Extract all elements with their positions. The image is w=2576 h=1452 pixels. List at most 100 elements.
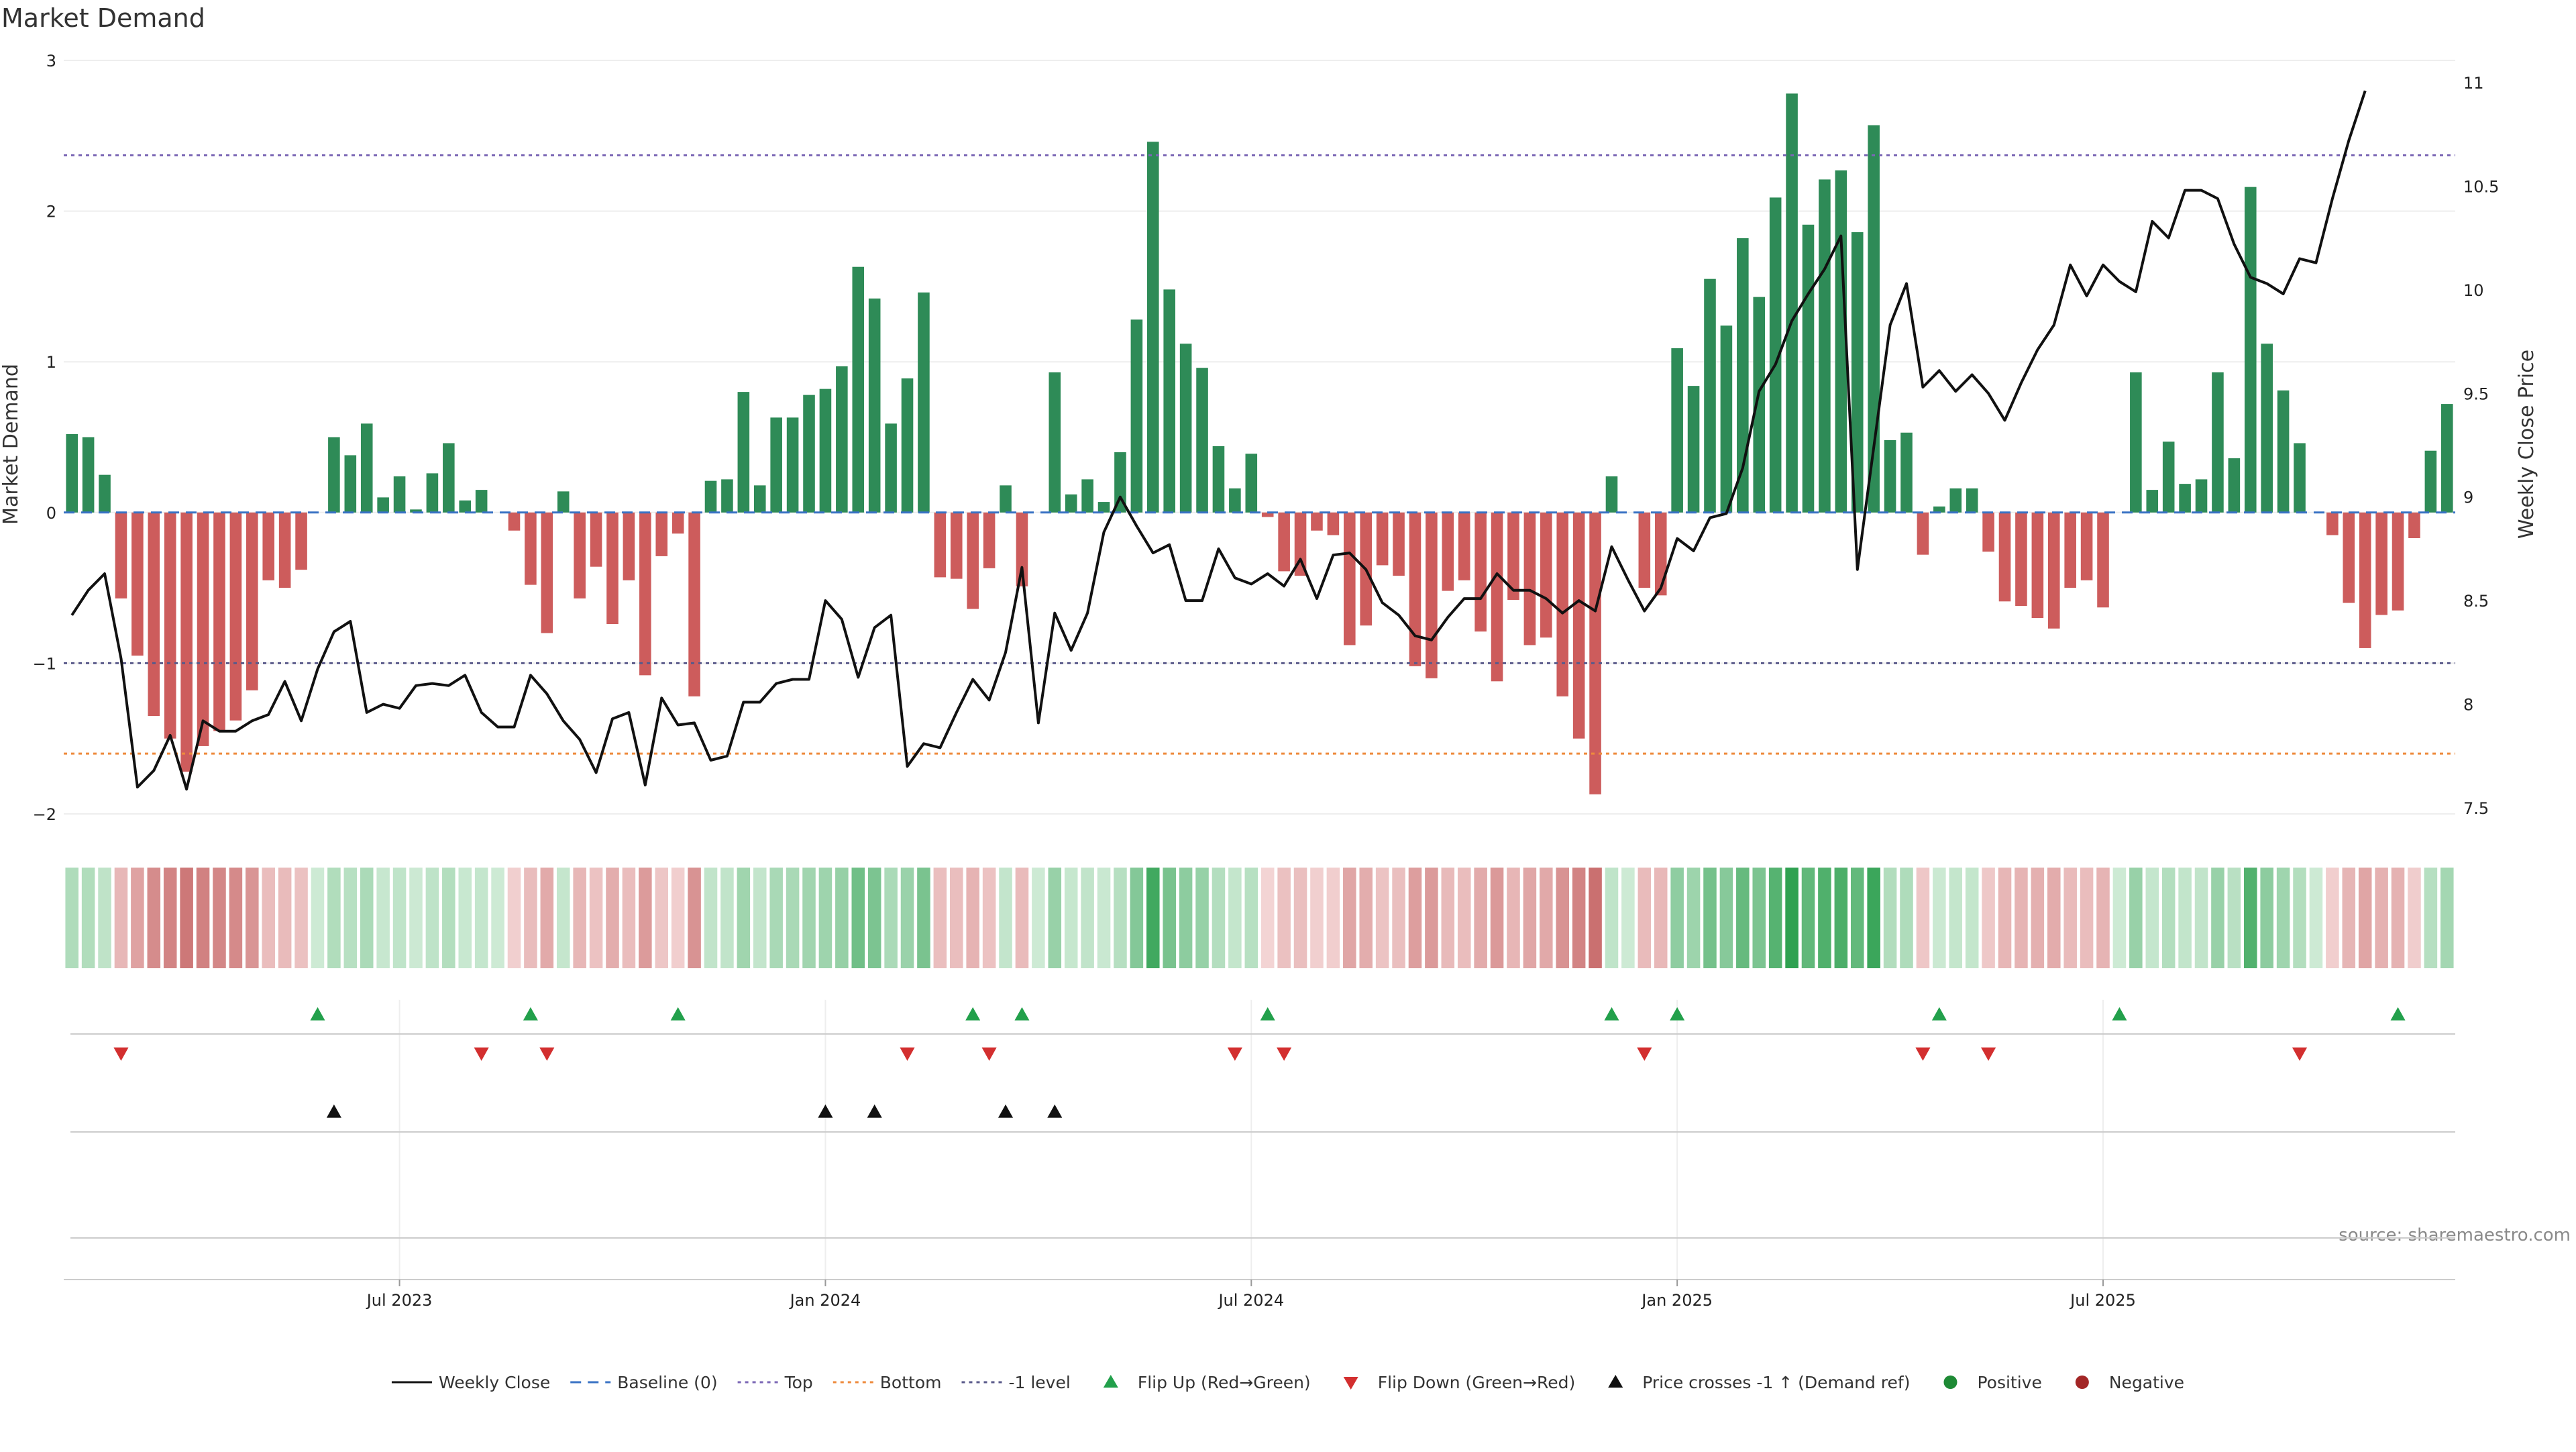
strip-cell <box>1507 868 1520 968</box>
strip-cell <box>1244 868 1258 968</box>
flip-up-marker <box>2112 1007 2127 1021</box>
strip-cell <box>1064 868 1078 968</box>
right-axis-title: Weekly Close Price <box>2515 350 2538 539</box>
bar-positive <box>786 417 799 513</box>
bar-positive <box>737 392 750 513</box>
flip-up-marker <box>1931 1007 1947 1021</box>
bar-positive <box>1196 368 1208 513</box>
gridlines <box>64 60 2455 1282</box>
bar-positive <box>868 298 881 513</box>
bar-negative <box>1016 512 1028 586</box>
bar-positive <box>557 491 570 513</box>
legend-symbol-flip-down <box>1343 1377 1358 1390</box>
left-tick-label: 3 <box>46 52 56 70</box>
bar-positive <box>1146 142 1159 513</box>
bar-positive <box>1687 386 1700 513</box>
bar-positive <box>1114 452 1126 513</box>
legend-label-bottom: Bottom <box>880 1373 942 1392</box>
strip-cell <box>1375 868 1389 968</box>
legend-label-top: Top <box>784 1373 813 1392</box>
flip-down-marker <box>900 1047 915 1061</box>
bar-negative <box>1982 512 1994 552</box>
flip-down-marker <box>539 1047 555 1061</box>
bar-negative <box>1474 512 1487 632</box>
bar-positive <box>328 437 340 513</box>
strip-cell <box>409 868 423 968</box>
strip-cell <box>474 868 488 968</box>
strip-cell <box>2391 868 2405 968</box>
bar-negative <box>967 512 979 609</box>
strip-cell <box>278 868 292 968</box>
left-axis-title: Market Demand <box>0 364 23 525</box>
legend-label-flip-up: Flip Up (Red→Green) <box>1138 1373 1311 1392</box>
bar-positive <box>2441 404 2453 513</box>
bar-negative <box>1998 512 2011 602</box>
strip-cell <box>655 868 669 968</box>
strip-cell <box>1654 868 1668 968</box>
strip-cell <box>2293 868 2306 968</box>
strip-cell <box>802 868 816 968</box>
bar-negative <box>2392 512 2404 611</box>
bar-negative <box>1556 512 1569 696</box>
strip-cell <box>2358 868 2372 968</box>
bar-negative <box>655 512 668 556</box>
strip-cell <box>213 868 226 968</box>
strip-cell <box>1589 868 1602 968</box>
bar-negative <box>278 512 291 588</box>
strip-cell <box>1392 868 1405 968</box>
bar-negative <box>590 512 602 567</box>
strip-cell <box>950 868 963 968</box>
strip-cell <box>2211 868 2224 968</box>
strip-cell <box>1228 868 1242 968</box>
strip-cell <box>884 868 898 968</box>
bar-negative <box>934 512 947 578</box>
bar-negative <box>1458 512 1470 580</box>
strip-cell <box>900 868 914 968</box>
right-axis-ticks: 11 10.5 10 9.5 9 8.5 8 7.5 <box>2463 74 2499 818</box>
bar-negative <box>115 512 127 599</box>
legend-label-weekly-close: Weekly Close <box>439 1373 550 1392</box>
strip-cell <box>1850 868 1864 968</box>
bar-negative <box>1654 512 1667 596</box>
strip-cell <box>1621 868 1635 968</box>
strip-cell <box>720 868 734 968</box>
strip-cell <box>1457 868 1471 968</box>
event-markers <box>70 1007 2455 1239</box>
strip-cell <box>262 868 275 968</box>
strip-cell <box>2031 868 2045 968</box>
price-cross-marker <box>998 1104 1014 1118</box>
strip-cell <box>2424 868 2438 968</box>
weekly-close-line-group <box>70 90 2367 791</box>
bar-positive <box>2277 390 2290 513</box>
bar-negative <box>2064 512 2076 588</box>
left-tick-label: −2 <box>33 805 56 824</box>
strip-cell <box>1801 868 1815 968</box>
strip-cell <box>589 868 603 968</box>
flip-up-marker <box>965 1007 981 1021</box>
legend-label-positive: Positive <box>1977 1373 2041 1392</box>
reference-levels <box>64 154 2455 755</box>
bar-negative <box>246 512 258 690</box>
right-tick-label: 9.5 <box>2463 384 2489 403</box>
bar-negative <box>295 512 307 570</box>
strip-cell <box>2408 868 2421 968</box>
strip-cell <box>2227 868 2241 968</box>
strip-cell <box>246 868 259 968</box>
strip-cell <box>818 868 833 968</box>
strip-cell <box>835 868 849 968</box>
left-tick-label: −1 <box>33 654 56 673</box>
price-cross-marker <box>1047 1104 1063 1118</box>
bar-positive <box>1081 479 1093 513</box>
bar-positive <box>1179 344 1192 513</box>
bar-positive <box>1049 372 1061 513</box>
bar-positive <box>1245 454 1258 513</box>
strip-cell <box>2342 868 2356 968</box>
strip-cell <box>867 868 881 968</box>
bar-negative <box>262 512 275 580</box>
strip-cell <box>2063 868 2077 968</box>
strip-cell <box>1834 868 1848 968</box>
strip-cell <box>1326 868 1340 968</box>
strip-cell <box>1670 868 1684 968</box>
strip-cell <box>606 868 619 968</box>
